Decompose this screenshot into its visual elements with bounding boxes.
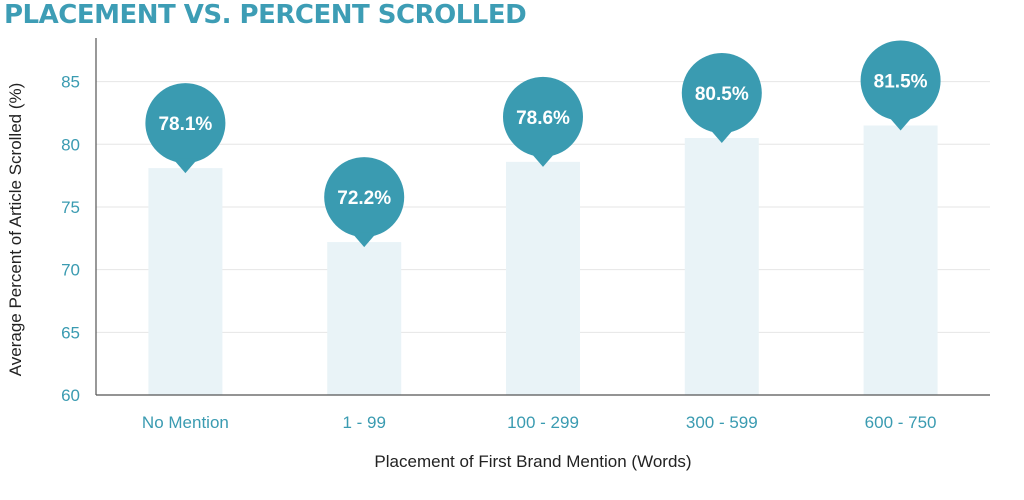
- value-marker: [681, 53, 762, 134]
- chart-title: PLACEMENT VS. PERCENT SCROLLED: [4, 0, 527, 30]
- y-tick-label: 65: [61, 323, 80, 342]
- bar: [148, 168, 223, 395]
- y-tick-label: 75: [61, 198, 80, 217]
- x-tick-label: 600 - 750: [865, 413, 937, 432]
- data-label: 78.1%: [158, 114, 212, 135]
- value-marker: [503, 76, 583, 157]
- data-label: 78.6%: [516, 108, 570, 129]
- bar: [684, 138, 759, 395]
- data-label: 72.2%: [337, 188, 391, 209]
- y-tick-label: 80: [61, 135, 80, 154]
- x-tick-label: 100 - 299: [507, 413, 579, 432]
- x-tick-label: 300 - 599: [686, 413, 758, 432]
- data-label: 80.5%: [695, 84, 749, 105]
- value-marker-pointer: [887, 115, 914, 131]
- bar: [863, 125, 938, 395]
- value-marker-pointer: [530, 151, 556, 167]
- x-axis-label: Placement of First Brand Mention (Words): [374, 452, 691, 471]
- y-tick-label: 70: [61, 261, 80, 280]
- value-marker-pointer: [351, 232, 378, 248]
- y-tick-label: 60: [61, 386, 80, 405]
- value-marker: [324, 157, 405, 238]
- x-tick-label: No Mention: [142, 413, 229, 432]
- value-marker: [145, 83, 226, 164]
- value-marker: [860, 40, 941, 121]
- y-tick-label: 85: [61, 73, 80, 92]
- value-marker-pointer: [708, 128, 735, 144]
- y-axis-label: Average Percent of Article Scrolled (%): [6, 83, 25, 377]
- bar: [327, 242, 402, 395]
- bar: [506, 161, 580, 395]
- value-marker-pointer: [172, 158, 199, 174]
- x-tick-label: 1 - 99: [342, 413, 385, 432]
- data-label: 81.5%: [874, 71, 928, 92]
